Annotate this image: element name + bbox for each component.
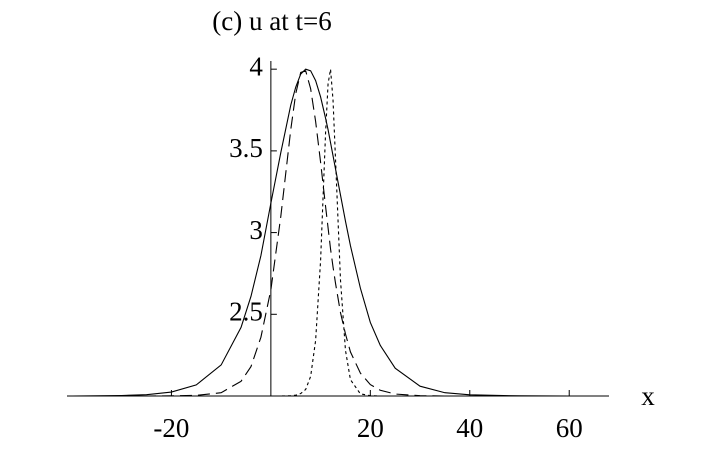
y-tick-label: 3 — [249, 215, 263, 245]
y-tick-label: 3.5 — [229, 133, 263, 163]
x-tick-label: 20 — [357, 413, 384, 443]
series-line — [71, 70, 609, 397]
series-line — [71, 68, 609, 397]
y-tick-label: 4 — [249, 51, 263, 81]
x-tick-label: 60 — [556, 413, 583, 443]
x-tick-label: 40 — [456, 413, 483, 443]
x-axis-label: x — [641, 381, 655, 411]
chart-title: (c) u at t=6 — [212, 6, 331, 36]
x-tick-label: -20 — [153, 413, 189, 443]
series-line — [71, 69, 609, 397]
